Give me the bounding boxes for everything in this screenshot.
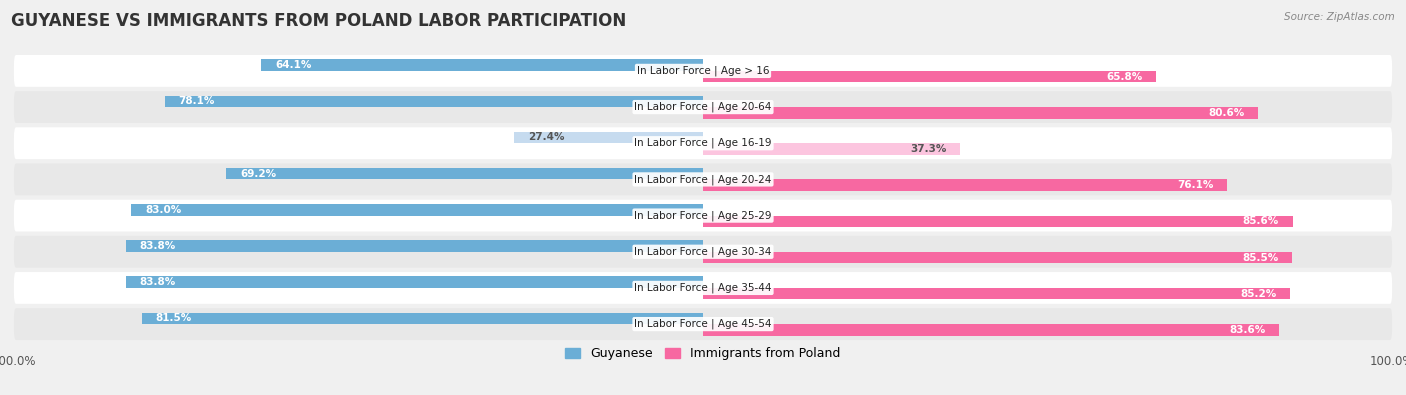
- Bar: [226, 168, 703, 179]
- Bar: [125, 240, 703, 252]
- FancyBboxPatch shape: [14, 236, 1392, 268]
- Text: 85.2%: 85.2%: [1240, 289, 1277, 299]
- Text: 85.5%: 85.5%: [1241, 252, 1278, 263]
- FancyBboxPatch shape: [14, 55, 1392, 87]
- Bar: [703, 288, 1289, 299]
- Text: In Labor Force | Age 20-24: In Labor Force | Age 20-24: [634, 174, 772, 185]
- Text: 80.6%: 80.6%: [1208, 108, 1244, 118]
- Text: In Labor Force | Age 25-29: In Labor Force | Age 25-29: [634, 210, 772, 221]
- Bar: [703, 216, 1292, 227]
- Bar: [131, 204, 703, 216]
- Text: 76.1%: 76.1%: [1177, 180, 1213, 190]
- FancyBboxPatch shape: [14, 272, 1392, 304]
- Bar: [703, 324, 1279, 336]
- Text: 85.6%: 85.6%: [1243, 216, 1279, 226]
- Text: 27.4%: 27.4%: [529, 132, 565, 143]
- FancyBboxPatch shape: [14, 308, 1392, 340]
- Text: 37.3%: 37.3%: [910, 144, 946, 154]
- Text: 83.0%: 83.0%: [145, 205, 181, 215]
- Text: 78.1%: 78.1%: [179, 96, 215, 106]
- Bar: [703, 252, 1292, 263]
- Bar: [703, 71, 1156, 83]
- FancyBboxPatch shape: [14, 91, 1392, 123]
- Text: 83.8%: 83.8%: [139, 277, 176, 287]
- Bar: [165, 96, 703, 107]
- Text: 81.5%: 81.5%: [155, 313, 191, 323]
- Text: In Labor Force | Age 20-64: In Labor Force | Age 20-64: [634, 102, 772, 112]
- Legend: Guyanese, Immigrants from Poland: Guyanese, Immigrants from Poland: [560, 342, 846, 365]
- Text: In Labor Force | Age 30-34: In Labor Force | Age 30-34: [634, 246, 772, 257]
- Bar: [142, 312, 703, 324]
- Text: 64.1%: 64.1%: [276, 60, 312, 70]
- FancyBboxPatch shape: [14, 127, 1392, 159]
- Text: 65.8%: 65.8%: [1107, 72, 1143, 82]
- Bar: [703, 107, 1258, 118]
- Text: 83.6%: 83.6%: [1229, 325, 1265, 335]
- FancyBboxPatch shape: [14, 199, 1392, 231]
- Text: In Labor Force | Age 16-19: In Labor Force | Age 16-19: [634, 138, 772, 149]
- Text: GUYANESE VS IMMIGRANTS FROM POLAND LABOR PARTICIPATION: GUYANESE VS IMMIGRANTS FROM POLAND LABOR…: [11, 12, 627, 30]
- Text: 83.8%: 83.8%: [139, 241, 176, 251]
- Bar: [125, 276, 703, 288]
- Text: 69.2%: 69.2%: [240, 169, 276, 179]
- Bar: [703, 179, 1227, 191]
- Text: In Labor Force | Age > 16: In Labor Force | Age > 16: [637, 66, 769, 76]
- Text: In Labor Force | Age 35-44: In Labor Force | Age 35-44: [634, 283, 772, 293]
- FancyBboxPatch shape: [14, 164, 1392, 196]
- Text: Source: ZipAtlas.com: Source: ZipAtlas.com: [1284, 12, 1395, 22]
- Bar: [262, 59, 703, 71]
- Text: In Labor Force | Age 45-54: In Labor Force | Age 45-54: [634, 319, 772, 329]
- Bar: [515, 132, 703, 143]
- Bar: [703, 143, 960, 155]
